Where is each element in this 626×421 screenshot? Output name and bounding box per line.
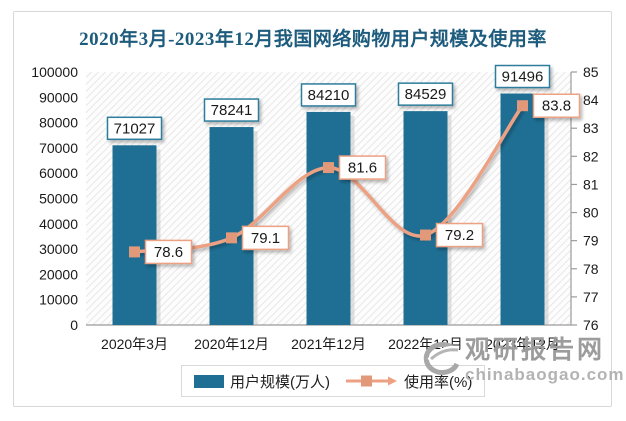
legend-label-user-scale: 用户规模(万人) (230, 373, 330, 391)
bar-series-swatch (194, 374, 224, 388)
legend-item-usage-rate: 使用率(%) (344, 371, 472, 392)
line-series-swatch (346, 375, 397, 387)
legend-label-usage-rate: 使用率(%) (404, 373, 473, 391)
chart-title: 2020年3月-2023年12月我国网络购物用户规模及使用率 (79, 29, 547, 50)
legend: 用户规模(万人) 使用率(%) (181, 365, 486, 397)
chart-card (13, 11, 612, 407)
legend-item-user-scale: 用户规模(万人) (194, 371, 330, 392)
